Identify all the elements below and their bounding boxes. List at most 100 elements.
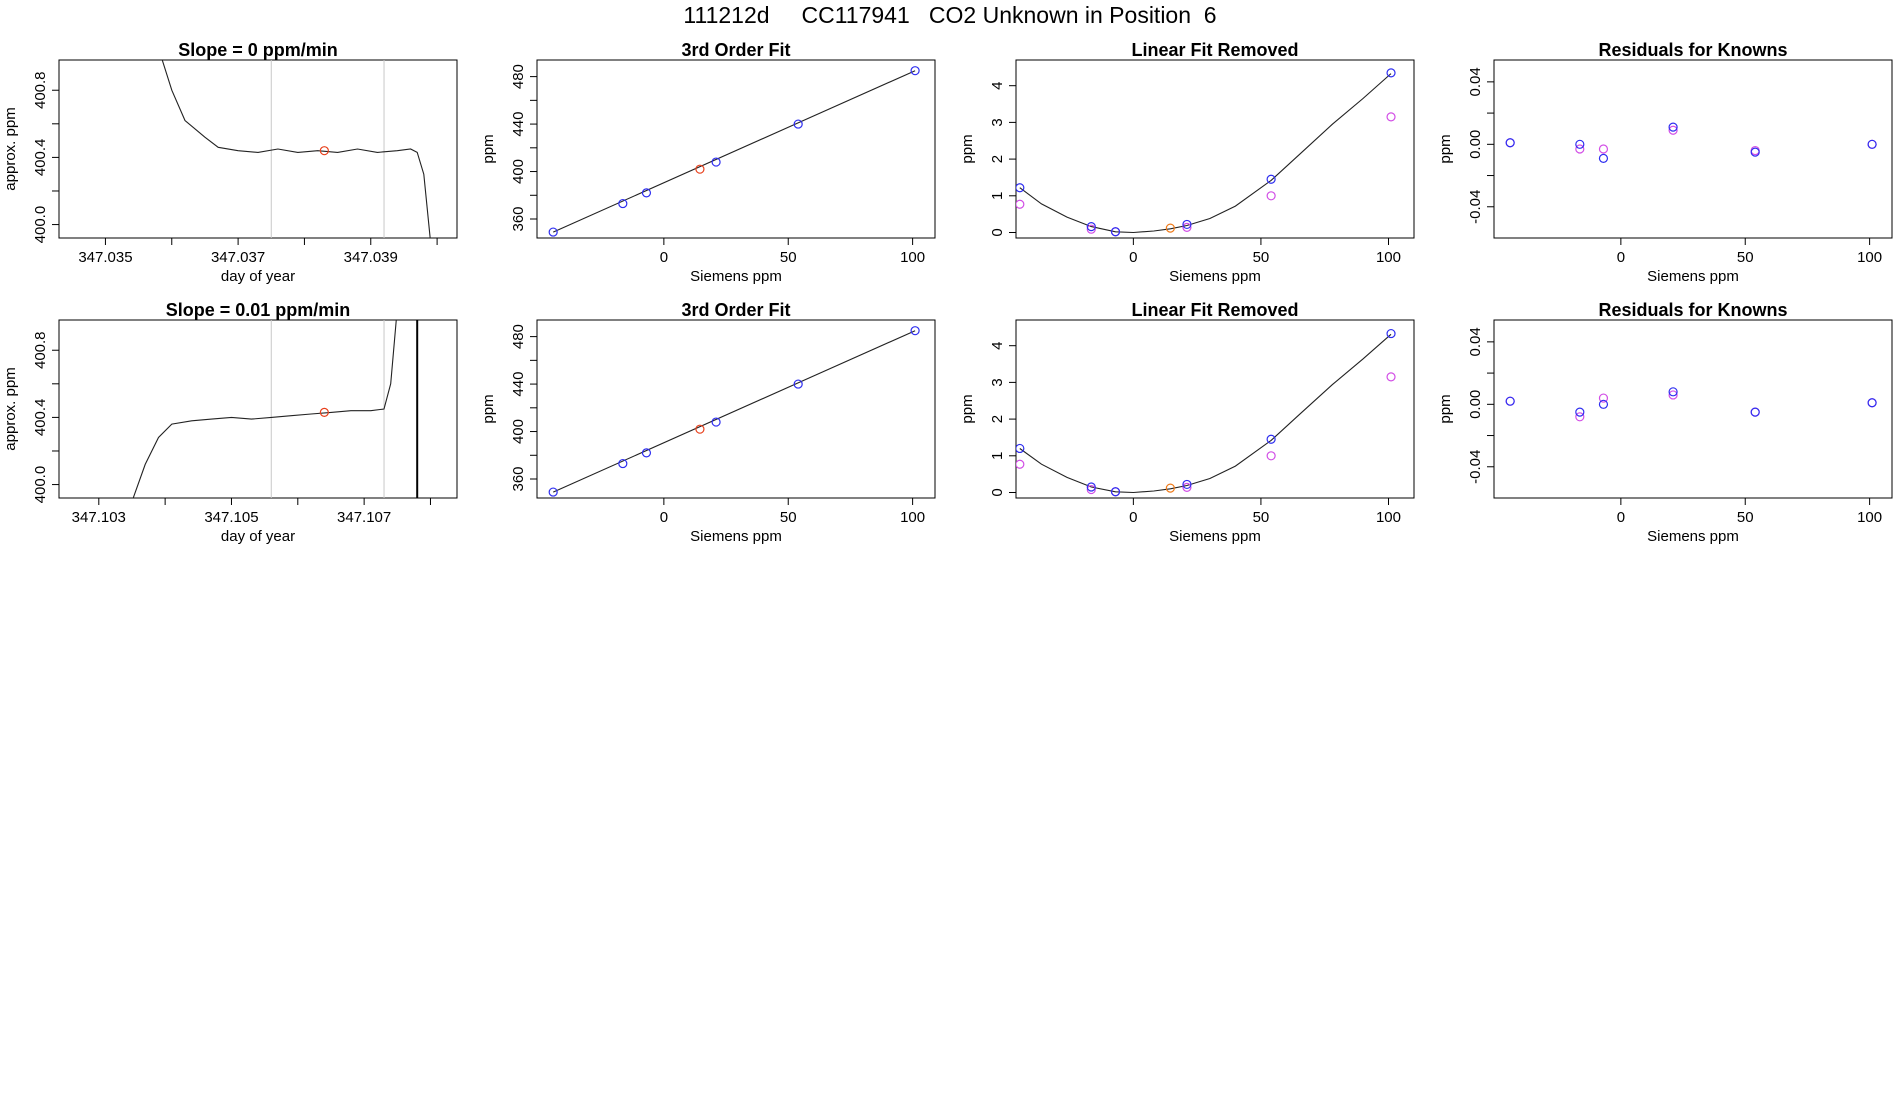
data-point-magenta	[1386, 112, 1396, 122]
data-point-blue	[1575, 407, 1585, 417]
data-point-magenta	[1668, 390, 1678, 400]
data-point-magenta	[1575, 412, 1585, 422]
y-tick-label: 0.04	[1467, 67, 1484, 96]
x-tick-label: 50	[1253, 509, 1270, 526]
data-point-blue	[548, 227, 558, 237]
plot-area	[548, 66, 920, 237]
y-tick-label: 1	[989, 452, 1006, 460]
fit-line	[552, 330, 916, 493]
plot-area	[1505, 122, 1877, 163]
data-point-blue	[618, 198, 628, 209]
x-tick-label: 347.037	[211, 249, 265, 266]
x-axis-label: day of year	[221, 268, 295, 285]
x-tick-label: 347.035	[78, 249, 132, 266]
data-point-blue	[1086, 222, 1096, 232]
data-point-blue	[1668, 387, 1678, 397]
data-point-blue	[1386, 68, 1396, 78]
page-title: 111212d CC117941 CO2 Unknown in Position…	[683, 2, 1217, 28]
x-tick-label: 0	[660, 509, 668, 526]
y-tick-label: 0	[989, 228, 1006, 236]
y-tick-label: 480	[510, 324, 527, 349]
y-axis-label: ppm	[480, 394, 497, 423]
data-point-blue	[1182, 219, 1192, 230]
y-axis-label: ppm	[480, 134, 497, 163]
y-axis-label: approx. ppm	[2, 107, 19, 190]
data-point-orange	[1165, 483, 1175, 493]
data-point-red	[695, 164, 705, 174]
x-tick-label: 100	[900, 509, 925, 526]
panel-title: 3rd Order Fit	[681, 40, 790, 60]
panel-title: 3rd Order Fit	[681, 300, 790, 320]
fit-curve	[1019, 73, 1392, 234]
data-point-blue	[1598, 399, 1609, 409]
panel-2: 3rd Order Fit 0 50 100 Siemens ppm 360 400 440 4…	[480, 40, 936, 285]
data-point-magenta	[1182, 482, 1192, 492]
x-tick-label: 0	[660, 249, 668, 266]
data-point-orange	[1165, 223, 1175, 233]
y-tick-label: 2	[989, 155, 1006, 163]
data-point-blue	[1668, 122, 1678, 132]
plot-frame	[1015, 59, 1415, 239]
data-point-blue	[711, 157, 721, 167]
data-point-magenta	[1575, 144, 1585, 154]
data-point-blue	[618, 458, 628, 469]
y-tick-label: 0.00	[1467, 390, 1484, 419]
fit-curve	[1019, 333, 1392, 494]
panel-title: Residuals for Knowns	[1598, 40, 1787, 60]
plot-frame	[58, 319, 458, 499]
plot-area	[161, 60, 431, 238]
data-point-magenta	[1016, 199, 1025, 209]
x-tick-label: 50	[1737, 509, 1754, 526]
y-tick-label: 400.4	[32, 399, 49, 437]
y-tick-label: 1	[989, 192, 1006, 200]
panel-title: Residuals for Knowns	[1598, 300, 1787, 320]
data-point-blue	[1505, 396, 1515, 406]
data-point-blue	[1750, 147, 1760, 157]
y-tick-label: 400.0	[32, 466, 49, 504]
plot-frame	[1493, 319, 1893, 499]
y-tick-label: 440	[510, 112, 527, 137]
panel-7: Linear Fit Removed 0 50 100 Siemens ppm 0 1 2 3 4…	[959, 300, 1415, 545]
panel-title: Linear Fit Removed	[1131, 300, 1298, 320]
data-point-blue	[1086, 482, 1096, 492]
y-axis-label: approx. ppm	[2, 367, 19, 450]
series-line	[161, 60, 431, 238]
x-tick-label: 0	[1129, 249, 1137, 266]
data-point-blue	[1182, 479, 1192, 490]
y-tick-label: 4	[989, 82, 1006, 90]
y-tick-label: 400	[510, 419, 527, 444]
x-axis-label: day of year	[221, 528, 295, 545]
x-axis-label: Siemens ppm	[1647, 268, 1739, 285]
y-tick-label: 0.00	[1467, 130, 1484, 159]
data-point-magenta	[1266, 451, 1276, 461]
data-point-blue	[711, 417, 721, 427]
data-point-magenta	[1598, 144, 1609, 154]
y-tick-label: -0.04	[1467, 450, 1484, 484]
y-tick-label: 400	[510, 159, 527, 184]
y-tick-label: 400.0	[32, 206, 49, 244]
x-tick-label: 50	[1253, 249, 1270, 266]
x-tick-label: 347.039	[344, 249, 398, 266]
data-point-blue	[1266, 434, 1276, 444]
data-point-magenta	[1668, 125, 1678, 135]
plot-area	[548, 326, 920, 497]
x-tick-label: 50	[780, 249, 797, 266]
y-tick-label: 0.04	[1467, 327, 1484, 356]
plot-area	[1505, 387, 1877, 422]
data-point-blue	[548, 487, 558, 497]
plot-area	[1016, 328, 1396, 497]
x-axis-label: Siemens ppm	[1647, 528, 1739, 545]
plot-frame	[536, 319, 936, 499]
panel-8: Residuals for Knowns 0 50 100 Siemens ppm -0.…	[1437, 300, 1893, 545]
data-point-blue	[641, 188, 652, 198]
panel-4: Residuals for Knowns 0 50 100 Siemens ppm -0.…	[1437, 40, 1893, 285]
x-tick-label: 100	[1376, 249, 1401, 266]
marker-point	[319, 146, 329, 156]
y-axis-label: ppm	[1437, 394, 1454, 423]
panel-title: Slope = 0.01 ppm/min	[166, 300, 351, 320]
x-tick-label: 347.103	[72, 509, 126, 526]
plot-area	[1016, 68, 1396, 237]
x-tick-label: 100	[1857, 509, 1882, 526]
x-axis-label: Siemens ppm	[690, 268, 782, 285]
y-tick-label: 480	[510, 64, 527, 89]
